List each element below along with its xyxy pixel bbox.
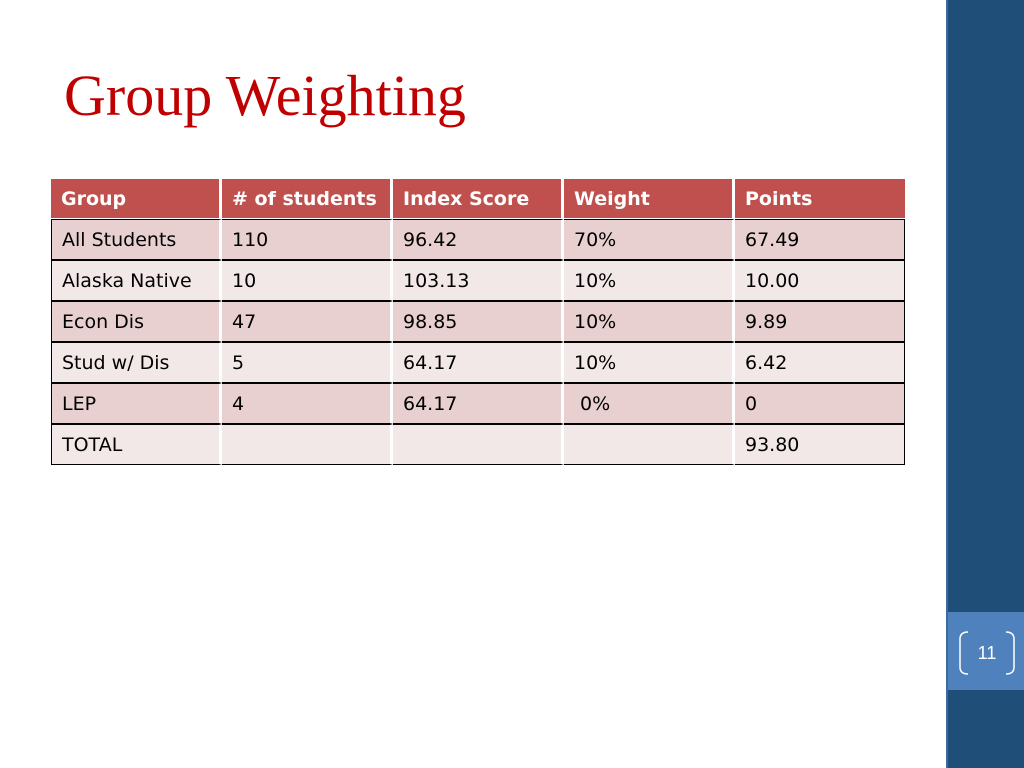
cell-group: Econ Dis bbox=[51, 301, 222, 342]
cell-points: 0 bbox=[735, 383, 905, 424]
cell-weight: 10% bbox=[564, 260, 735, 301]
header-points: Points bbox=[735, 179, 905, 219]
header-index-score: Index Score bbox=[393, 179, 564, 219]
cell-points: 67.49 bbox=[735, 219, 905, 260]
cell-weight: 0% bbox=[564, 383, 735, 424]
table-row: All Students 110 96.42 70% 67.49 bbox=[51, 219, 905, 260]
table-row: Alaska Native 10 103.13 10% 10.00 bbox=[51, 260, 905, 301]
cell-num-students: 5 bbox=[222, 342, 393, 383]
header-weight: Weight bbox=[564, 179, 735, 219]
cell-weight: 10% bbox=[564, 301, 735, 342]
cell-weight bbox=[564, 424, 735, 465]
cell-group: All Students bbox=[51, 219, 222, 260]
cell-points: 10.00 bbox=[735, 260, 905, 301]
cell-num-students: 110 bbox=[222, 219, 393, 260]
cell-index-score: 103.13 bbox=[393, 260, 564, 301]
cell-num-students bbox=[222, 424, 393, 465]
cell-group: Stud w/ Dis bbox=[51, 342, 222, 383]
page-number: 11 bbox=[977, 643, 997, 663]
group-weighting-table: Group # of students Index Score Weight P… bbox=[51, 179, 905, 465]
cell-index-score: 96.42 bbox=[393, 219, 564, 260]
cell-points: 93.80 bbox=[735, 424, 905, 465]
cell-weight: 10% bbox=[564, 342, 735, 383]
cell-weight: 70% bbox=[564, 219, 735, 260]
table-row: Stud w/ Dis 5 64.17 10% 6.42 bbox=[51, 342, 905, 383]
cell-index-score: 98.85 bbox=[393, 301, 564, 342]
table-row: Econ Dis 47 98.85 10% 9.89 bbox=[51, 301, 905, 342]
table-header-row: Group # of students Index Score Weight P… bbox=[51, 179, 905, 219]
cell-num-students: 4 bbox=[222, 383, 393, 424]
cell-group: LEP bbox=[51, 383, 222, 424]
cell-index-score: 64.17 bbox=[393, 342, 564, 383]
slide-title: Group Weighting bbox=[64, 63, 466, 128]
table-row-total: TOTAL 93.80 bbox=[51, 424, 905, 465]
page-number-bracket-icon bbox=[959, 631, 1015, 675]
cell-index-score bbox=[393, 424, 564, 465]
cell-points: 6.42 bbox=[735, 342, 905, 383]
header-group: Group bbox=[51, 179, 222, 219]
cell-num-students: 47 bbox=[222, 301, 393, 342]
cell-points: 9.89 bbox=[735, 301, 905, 342]
header-num-students: # of students bbox=[222, 179, 393, 219]
cell-index-score: 64.17 bbox=[393, 383, 564, 424]
cell-group: Alaska Native bbox=[51, 260, 222, 301]
table-row: LEP 4 64.17 0% 0 bbox=[51, 383, 905, 424]
cell-group: TOTAL bbox=[51, 424, 222, 465]
cell-num-students: 10 bbox=[222, 260, 393, 301]
side-bar-edge bbox=[946, 0, 948, 768]
